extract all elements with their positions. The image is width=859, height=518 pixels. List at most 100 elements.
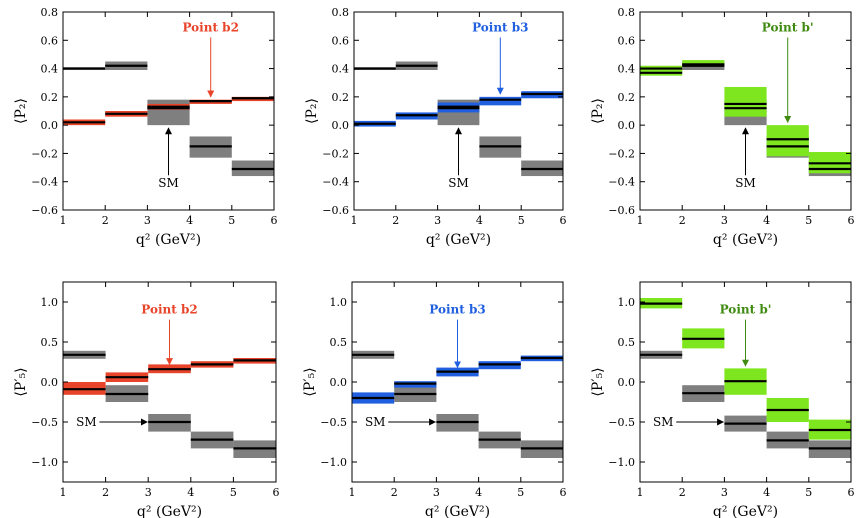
x-tick-label: 2 [102,214,109,227]
y-tick-label: −0.5 [608,416,635,429]
y-tick-label: 0.0 [618,376,636,389]
x-axis-label: q² (GeV²) [136,232,201,248]
x-tick-label: 6 [271,214,278,227]
y-tick-label: 0.8 [41,6,59,19]
panel-P2-b3: −0.6 −0.4 −0.2 0.0 0.2 0.4 0.6 0.8 1 2 3 4 5 6 q² (GeV… [304,6,567,248]
y-tick-label: 0.5 [330,336,348,349]
point-annotation: Point b3 [472,20,528,34]
y-tick-label: −1.0 [31,456,58,469]
x-tick-label: 1 [637,214,644,227]
x-tick-label: 3 [145,486,152,499]
y-tick-label: 0.2 [41,91,59,104]
y-tick-label: 0.0 [41,376,59,389]
x-tick-label: 1 [349,486,356,499]
y-tick-label: 0.6 [618,34,636,47]
x-tick-label: 2 [679,214,686,227]
x-tick-label: 6 [848,486,855,499]
x-tick-label: 2 [391,486,398,499]
x-tick-label: 5 [517,486,524,499]
band-np-bin4 [766,125,809,157]
y-axis-label: ⟨P₂⟩ [13,98,29,124]
x-tick-label: 2 [392,214,399,227]
sm-label: SM [653,415,674,429]
x-tick-label: 4 [763,214,770,227]
x-axis-label: q² (GeV²) [137,504,202,518]
y-tick-label: −0.6 [31,204,58,217]
x-tick-label: 4 [187,486,194,499]
x-tick-label: 2 [679,486,686,499]
y-tick-label: −0.4 [31,176,58,189]
band-np-bin1 [640,65,683,76]
plot-frame [639,11,852,211]
x-tick-label: 6 [273,486,280,499]
x-tick-label: 5 [230,486,237,499]
x-axis-label: q² (GeV²) [713,504,778,518]
x-tick-label: 3 [721,214,728,227]
plot-frame [353,11,564,211]
y-tick-label: 0.8 [618,6,636,19]
y-axis-label: ⟨P₂⟩ [590,98,606,124]
y-axis-label: ⟨P′₅⟩ [590,367,606,396]
x-tick-label: 3 [434,214,441,227]
x-tick-label: 4 [475,486,482,499]
x-tick-label: 3 [144,214,151,227]
y-tick-label: 0.2 [332,91,350,104]
x-tick-label: 4 [186,214,193,227]
x-tick-label: 6 [848,214,855,227]
panel-P5p-b2: −1.0 −0.5 0.0 0.5 1.0 1 2 3 4 5 6 q² (GeV²) ⟨P′₅⟩ Poi… [13,281,280,518]
x-tick-label: 3 [433,486,440,499]
y-tick-label: 1.0 [330,296,348,309]
y-tick-label: −0.6 [322,204,349,217]
x-axis-label: q² (GeV²) [425,504,490,518]
x-tick-label: 4 [476,214,483,227]
y-axis-label: ⟨P₂⟩ [304,98,320,124]
x-tick-label: 1 [351,214,358,227]
sm-label: SM [158,176,179,190]
y-tick-label: −0.2 [31,147,58,160]
sm-label: SM [76,415,97,429]
panel-P2-bprime: −0.6 −0.4 −0.2 0.0 0.2 0.4 0.6 0.8 1 2 3 4 5 6 q² (GeV… [590,6,855,248]
y-tick-label: −0.6 [608,204,635,217]
band-np-bin3 [724,86,767,117]
y-tick-label: −1.0 [320,456,347,469]
plot-frame [62,11,275,211]
x-tick-label: 6 [560,214,567,227]
point-annotation: Point b2 [182,20,238,34]
sm-label: SM [365,415,386,429]
y-tick-label: −0.4 [322,176,349,189]
x-tick-label: 5 [805,486,812,499]
band-np-bin2 [682,60,725,66]
x-tick-label: 1 [60,214,67,227]
y-tick-label: −0.5 [320,416,347,429]
panel-P5p-bprime: −1.0 −0.5 0.0 0.5 1.0 1 2 3 4 5 6 q² (GeV²) ⟨P′₅⟩ Poi… [590,281,855,518]
x-axis-label: q² (GeV²) [426,232,491,248]
y-tick-label: 0.0 [332,119,350,132]
x-tick-label: 1 [60,486,67,499]
y-tick-label: 1.0 [618,296,636,309]
x-tick-label: 4 [763,486,770,499]
x-tick-label: 5 [518,214,525,227]
point-annotation: Point b3 [429,303,485,317]
sm-label: SM [735,176,756,190]
y-axis-label: ⟨P′₅⟩ [302,367,318,396]
y-tick-label: 0.5 [41,336,59,349]
y-tick-label: −0.2 [608,147,635,160]
y-tick-label: −0.4 [608,176,635,189]
y-tick-label: −0.2 [322,147,349,160]
band-np-bin4 [479,96,522,106]
y-tick-label: 0.2 [618,91,636,104]
y-tick-label: 0.4 [618,63,636,76]
band-sm-bin3 [147,99,190,126]
sm-label: SM [448,176,469,190]
x-tick-label: 5 [228,214,235,227]
y-tick-label: 0.4 [41,63,59,76]
point-annotation: Point b' [762,20,814,34]
panel-P5p-b3: −1.0 −0.5 0.0 0.5 1.0 1 2 3 4 5 6 q² (GeV²) ⟨P′₅⟩ Poi… [302,281,567,518]
y-tick-label: 0.6 [41,34,59,47]
y-tick-label: 0.0 [41,119,59,132]
point-annotation: Point b' [720,303,772,317]
x-axis-label: q² (GeV²) [713,232,778,248]
x-tick-label: 6 [560,486,567,499]
